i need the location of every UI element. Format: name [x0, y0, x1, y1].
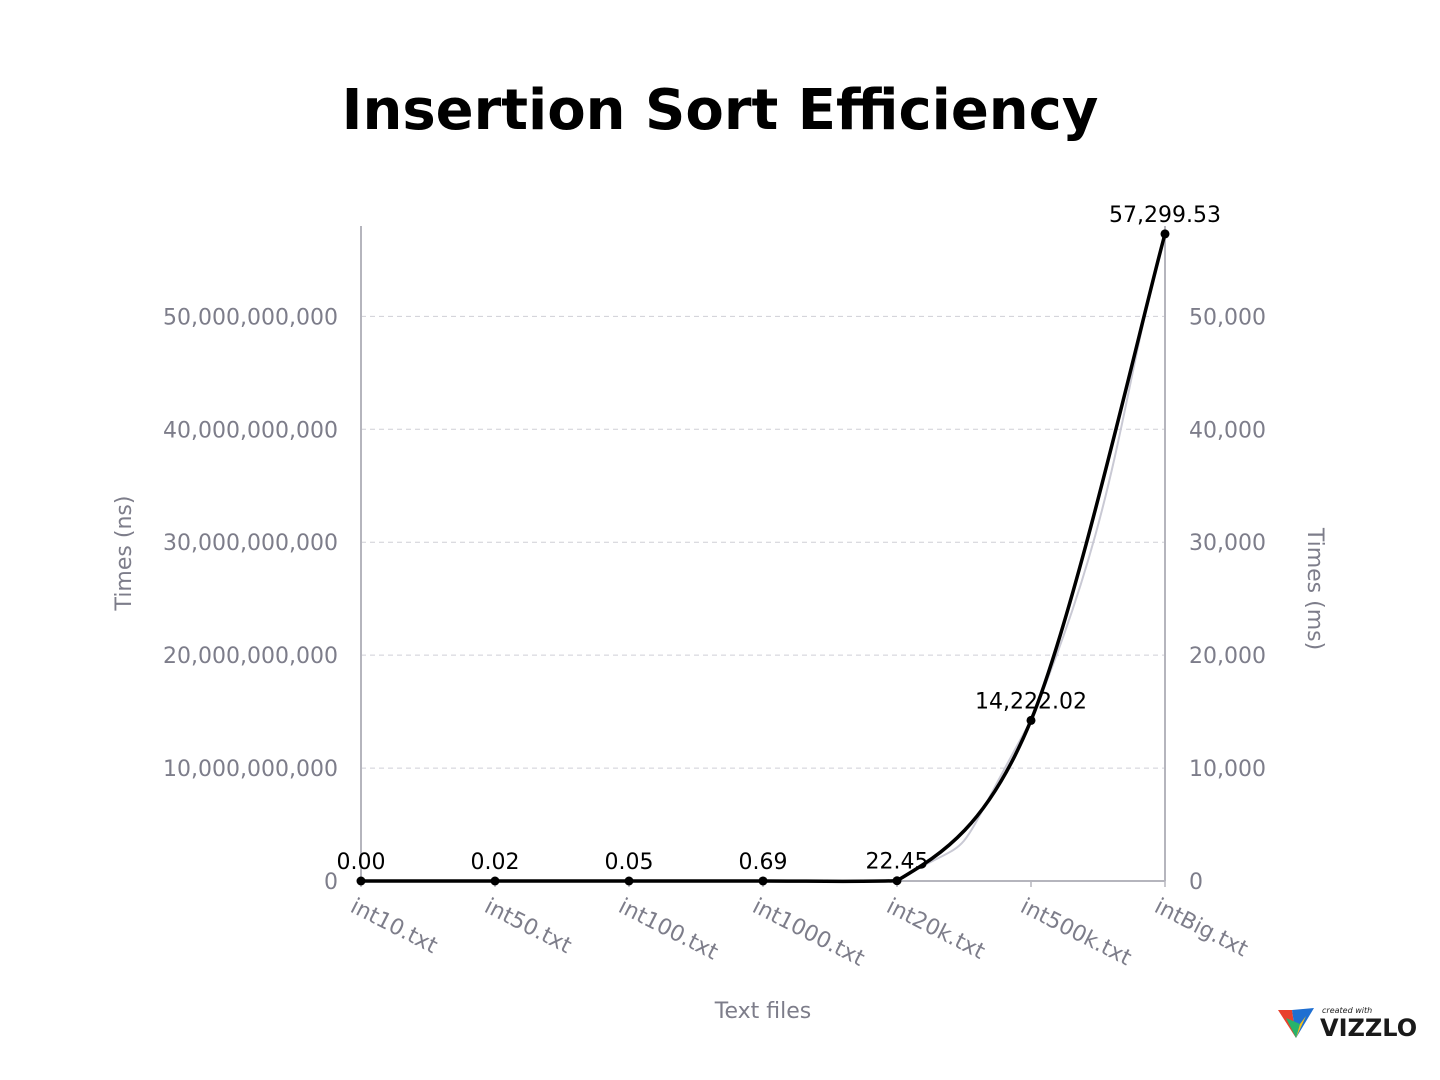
series-line-ms: [361, 233, 1167, 884]
data-label: 0.02: [471, 850, 520, 875]
data-labels: 0.00 0.02 0.05 0.69 22.45 14,222.02 57,299.53: [337, 203, 1221, 875]
left-tick-label: 0: [324, 870, 338, 895]
right-axis-ticks: 0 10,000 20,000 30,000 40,000 50,000: [1189, 305, 1266, 895]
left-tick-label: 40,000,000,000: [163, 418, 338, 443]
data-point: [356, 876, 366, 886]
left-tick-label: 50,000,000,000: [163, 305, 338, 330]
data-label: 57,299.53: [1109, 203, 1221, 228]
chart-title: Insertion Sort Efficiency: [341, 78, 1099, 143]
left-axis-ticks: 0 10,000,000,000 20,000,000,000 30,000,000,…: [163, 305, 338, 895]
vizzlo-icon: [1278, 1008, 1314, 1038]
left-tick-label: 20,000,000,000: [163, 644, 338, 669]
x-tick-label: intBig.txt: [1150, 894, 1252, 962]
data-point: [624, 876, 634, 886]
data-label: 0.00: [337, 850, 386, 875]
right-tick-label: 40,000: [1189, 418, 1266, 443]
x-axis-label: Text files: [714, 999, 811, 1024]
y-axis-label-left: Times (ns): [112, 496, 137, 612]
data-label: 0.05: [605, 850, 654, 875]
y-axis-label-right: Times (ms): [1302, 527, 1327, 650]
data-label: 22.45: [866, 850, 929, 875]
data-point: [1026, 715, 1036, 725]
right-tick-label: 10,000: [1189, 757, 1266, 782]
x-tick-label: int100.txt: [614, 894, 722, 965]
data-label: 0.69: [739, 850, 788, 875]
x-tick-label: int10.txt: [346, 894, 441, 959]
x-tick-label: int20k.txt: [882, 894, 989, 965]
series-line-ns: [361, 233, 1166, 883]
gridlines: [361, 315, 1165, 769]
x-axis-ticks: int10.txt int50.txt int100.txt int1000.txt i…: [346, 881, 1252, 972]
brand-name: VIZZLO: [1320, 1014, 1418, 1042]
axes: [360, 226, 1166, 882]
right-tick-label: 0: [1189, 870, 1203, 895]
left-tick-label: 30,000,000,000: [163, 531, 338, 556]
brand-small-text: created with: [1322, 1006, 1373, 1015]
x-tick-label: int1000.txt: [748, 894, 868, 972]
right-tick-label: 30,000: [1189, 531, 1266, 556]
data-point: [758, 876, 768, 886]
x-tick-label: int500k.txt: [1016, 894, 1135, 971]
vizzlo-logo: created with VIZZLO: [1276, 1004, 1426, 1044]
left-tick-label: 10,000,000,000: [163, 757, 338, 782]
series-points: [356, 229, 1170, 886]
series-lines: [361, 233, 1167, 884]
data-point: [490, 876, 500, 886]
right-tick-label: 20,000: [1189, 644, 1266, 669]
data-label: 14,222.02: [975, 689, 1087, 714]
data-point: [1160, 229, 1170, 239]
x-tick-label: int50.txt: [480, 894, 575, 959]
right-tick-label: 50,000: [1189, 305, 1266, 330]
data-point: [892, 876, 902, 886]
